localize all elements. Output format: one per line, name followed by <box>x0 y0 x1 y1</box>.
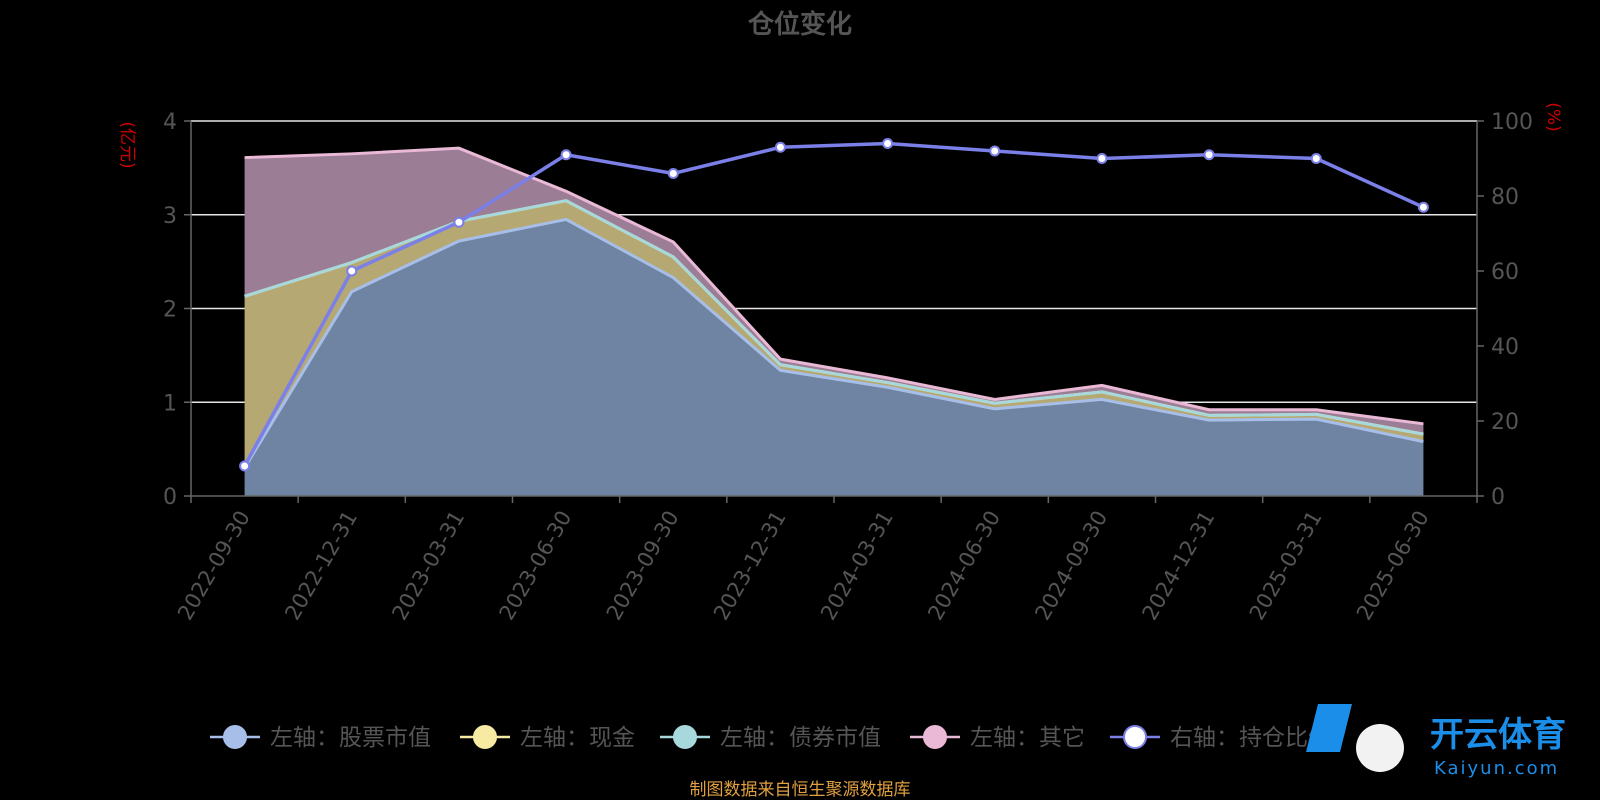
ratio-point <box>239 460 251 472</box>
left-tick-label: 4 <box>163 110 177 135</box>
chart-title: 仓位变化 <box>747 9 852 40</box>
ratio-point <box>882 138 894 149</box>
right-tick-label: 100 <box>1491 110 1533 135</box>
logo-k-mark <box>1306 704 1352 752</box>
legend-marker <box>1123 725 1147 749</box>
left-axis-ticks: 0 1 2 3 4 <box>163 110 191 510</box>
right-tick-label: 60 <box>1491 260 1519 285</box>
ratio-point <box>667 168 679 179</box>
legend-item-0[interactable]: 左轴：股票市值 <box>210 725 431 751</box>
legend-marker <box>223 725 247 749</box>
area-3 <box>244 148 1424 435</box>
ratio-point <box>1096 153 1108 164</box>
legend-label: 左轴：其它 <box>970 725 1085 751</box>
ratio-points <box>239 138 1429 472</box>
right-tick-label: 80 <box>1491 185 1519 210</box>
x-tick-label: 2024-12-31 <box>1138 507 1220 625</box>
legend-marker <box>473 725 497 749</box>
x-tick-label: 2023-06-30 <box>495 507 577 625</box>
area-line-0 <box>243 217 1424 469</box>
left-tick-label: 3 <box>163 204 177 229</box>
left-tick-label: 2 <box>163 298 177 323</box>
source-note: 制图数据来自恒生聚源数据库 <box>690 780 911 800</box>
ratio-point <box>989 145 1001 157</box>
area-0 <box>244 219 1424 496</box>
x-tick-label: 2024-09-30 <box>1030 507 1112 625</box>
ratio-point <box>1417 201 1429 213</box>
watermark-logo: 开云体育 Kaiyun.com <box>1306 704 1566 779</box>
legend-marker <box>673 725 697 749</box>
x-tick-label: 2025-03-31 <box>1245 507 1327 625</box>
legend-label: 左轴：现金 <box>520 725 635 751</box>
ball-icon <box>1356 724 1404 772</box>
ratio-point <box>453 216 465 228</box>
right-tick-label: 40 <box>1491 335 1519 360</box>
right-axis-unit: (%) <box>1543 102 1563 131</box>
x-tick-label: 2024-06-30 <box>923 507 1005 625</box>
x-tick-label: 2023-12-31 <box>709 507 791 625</box>
left-tick-label: 0 <box>163 485 177 510</box>
legend-item-1[interactable]: 左轴：现金 <box>460 725 635 751</box>
ratio-point <box>560 149 572 161</box>
series-lines <box>243 141 1425 467</box>
right-tick-label: 0 <box>1491 485 1505 510</box>
x-tick-label: 2025-06-30 <box>1352 507 1434 625</box>
legend-label: 左轴：股票市值 <box>270 725 431 751</box>
x-tick-label: 2022-12-31 <box>280 507 362 625</box>
ratio-point <box>346 265 358 277</box>
ratio-point <box>1203 149 1215 161</box>
legend-marker <box>923 725 947 749</box>
area-line-3 <box>244 146 1424 426</box>
x-tick-label: 2022-09-30 <box>173 507 255 625</box>
stacked-areas <box>243 146 1424 496</box>
left-tick-label: 1 <box>163 391 177 416</box>
legend-item-3[interactable]: 左轴：其它 <box>910 725 1085 751</box>
left-axis-unit: (亿元) <box>117 121 137 168</box>
x-tick-label: 2023-03-31 <box>387 506 469 624</box>
right-axis-ticks: 0 20 40 60 80 100 <box>1477 110 1533 510</box>
legend: 左轴：股票市值 左轴：现金 左轴：债券市值 左轴：其它 右轴：持仓比例 <box>210 725 1331 751</box>
legend-label: 左轴：债券市值 <box>720 725 881 751</box>
legend-item-2[interactable]: 左轴：债券市值 <box>660 725 881 751</box>
x-axis-ticks: 2022-09-30 2022-12-31 2023-03-31 2023-06-30… <box>173 506 1434 624</box>
legend-item-4[interactable]: 右轴：持仓比例 <box>1110 725 1331 751</box>
legend-label: 右轴：持仓比例 <box>1170 725 1331 751</box>
x-tick-label: 2024-03-31 <box>816 507 898 625</box>
area-1 <box>244 200 1424 468</box>
area-line-2 <box>244 199 1424 436</box>
watermark-domain: Kaiyun.com <box>1434 758 1559 779</box>
x-tick-label: 2023-09-30 <box>602 507 684 625</box>
watermark-brand: 开云体育 <box>1430 715 1566 755</box>
ratio-line <box>243 141 1425 467</box>
right-tick-label: 20 <box>1491 410 1519 435</box>
ratio-point <box>774 141 786 153</box>
ratio-point <box>1310 153 1322 164</box>
